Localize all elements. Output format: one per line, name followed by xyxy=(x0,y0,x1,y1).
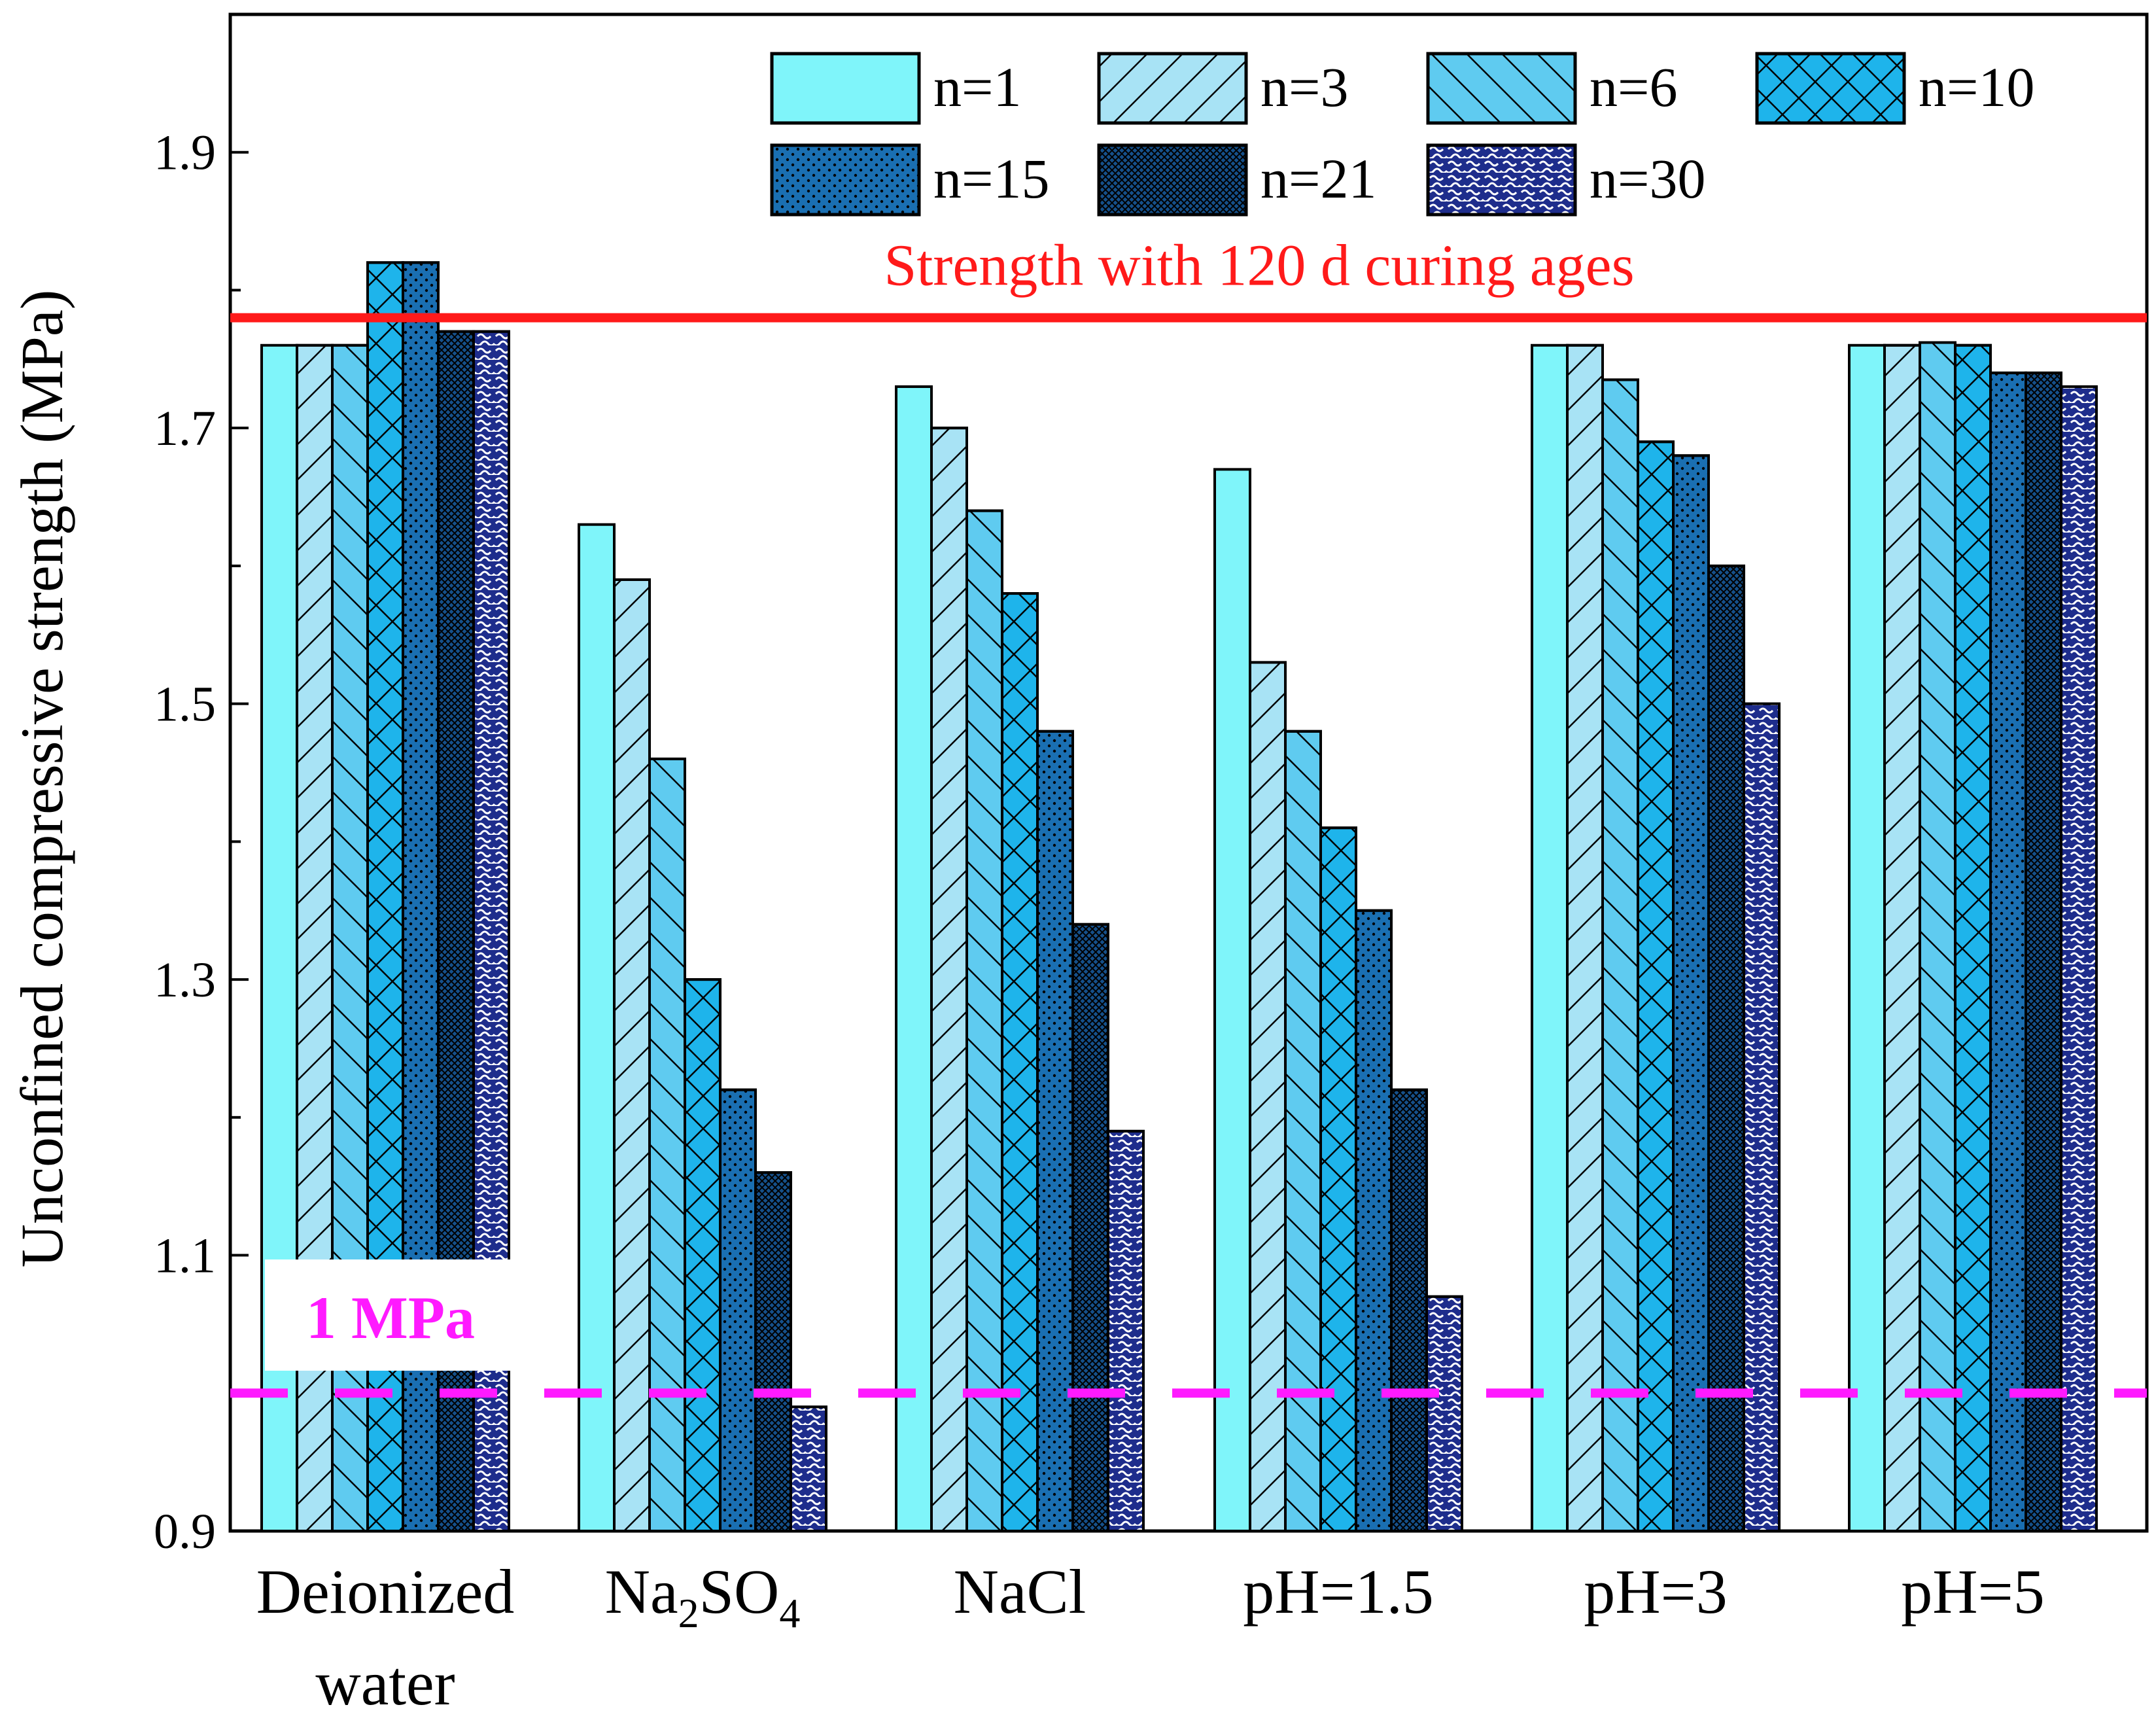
bar-hatch-n3-cat5 xyxy=(1883,343,1921,1532)
bar-hatch-n30-cat4 xyxy=(1743,702,1781,1532)
legend-swatch-hatch-n6 xyxy=(1426,52,1577,125)
bar-hatch-n30-cat1 xyxy=(790,1405,827,1532)
plot-area: 0.9 1.1 1.3 1.5 1.7 1.9 Deionized water Na2SO4 Na… xyxy=(154,12,2149,1718)
bar-hatch-n21-cat5 xyxy=(2025,371,2062,1533)
legend-swatch-hatch-n15 xyxy=(770,143,921,217)
legend-label-n15: n=15 xyxy=(933,147,1050,210)
category-label: pH=1.5 xyxy=(1243,1557,1433,1627)
category-label: pH=5 xyxy=(1901,1557,2044,1627)
bar-n1-cat4 xyxy=(1531,343,1569,1532)
bar-n1-cat2 xyxy=(895,385,933,1532)
bar-hatch-n3-cat3 xyxy=(1249,661,1287,1532)
bar-hatch-n10-cat1 xyxy=(684,978,722,1533)
y-axis-title: Unconfined compressive strength (MPa) xyxy=(9,290,75,1268)
category-label: Na2SO4 xyxy=(605,1557,801,1636)
bar-hatch-n21-cat4 xyxy=(1707,564,1745,1533)
y-tick-label: 1.9 xyxy=(154,126,216,181)
bar-hatch-n3-cat1 xyxy=(613,578,651,1532)
y-tick-label: 1.3 xyxy=(154,953,216,1008)
bar-hatch-n30-cat2 xyxy=(1107,1129,1145,1532)
legend-label-n3: n=3 xyxy=(1261,56,1349,118)
bar-hatch-n15-cat4 xyxy=(1672,454,1710,1532)
y-tick-label: 1.5 xyxy=(154,677,216,732)
bar-n1-cat5 xyxy=(1848,343,1886,1532)
bar-hatch-n21-cat3 xyxy=(1390,1088,1428,1532)
legend-swatch-hatch-n10 xyxy=(1755,52,1906,125)
bar-hatch-n6-cat5 xyxy=(1919,341,1956,1532)
category-label: NaCl xyxy=(954,1557,1087,1627)
bar-hatch-n15-cat2 xyxy=(1036,730,1074,1532)
legend-label-n30: n=30 xyxy=(1590,147,1706,210)
bar-hatch-n21-cat1 xyxy=(754,1171,792,1533)
y-tick-label: 1.7 xyxy=(154,401,216,456)
category-label-line2: water xyxy=(315,1648,455,1718)
bar-hatch-n30-cat3 xyxy=(1425,1295,1463,1533)
legend-label-n10: n=10 xyxy=(1919,56,2035,118)
bar-hatch-n15-cat1 xyxy=(719,1088,757,1532)
bar-hatch-n6-cat3 xyxy=(1284,730,1322,1532)
bar-hatch-n30-cat5 xyxy=(2060,385,2098,1532)
bar-hatch-n6-cat4 xyxy=(1601,378,1639,1532)
legend-swatch-hatch-n21 xyxy=(1097,143,1248,217)
bar-hatch-n10-cat4 xyxy=(1637,440,1675,1532)
y-tick-label: 0.9 xyxy=(154,1504,216,1559)
bar-hatch-n10-cat3 xyxy=(1319,826,1357,1532)
bar-hatch-n6-cat1 xyxy=(648,757,686,1532)
legend-swatch-hatch-n3 xyxy=(1097,52,1248,125)
bar-hatch-n15-cat3 xyxy=(1355,909,1393,1532)
legend-label-n1: n=1 xyxy=(933,56,1022,118)
bar-hatch-n6-cat2 xyxy=(965,509,1003,1532)
legend-swatch-n1 xyxy=(770,52,921,125)
plot-frame xyxy=(228,12,2149,1533)
bar-n1-cat3 xyxy=(1213,468,1251,1532)
legend-swatch-hatch-n30 xyxy=(1426,143,1577,217)
reference-label-120d: Strength with 120 d curing ages xyxy=(884,234,1634,298)
category-label: Deionized xyxy=(256,1557,515,1627)
bar-hatch-n21-cat2 xyxy=(1071,923,1109,1533)
bar-n1-cat1 xyxy=(578,523,616,1532)
bar-hatch-n15-cat5 xyxy=(1989,371,2027,1533)
reference-label-1mpa: 1 MPa xyxy=(306,1284,475,1351)
legend-label-n6: n=6 xyxy=(1590,56,1678,118)
category-label: pH=3 xyxy=(1584,1557,1727,1627)
legend-label-n21: n=21 xyxy=(1261,147,1377,210)
reference-label-bg xyxy=(265,1259,517,1371)
bar-hatch-n3-cat2 xyxy=(930,427,968,1533)
bar-hatch-n10-cat5 xyxy=(1954,343,1992,1532)
y-tick-label: 1.1 xyxy=(154,1229,216,1284)
bar-hatch-n3-cat4 xyxy=(1566,343,1604,1532)
